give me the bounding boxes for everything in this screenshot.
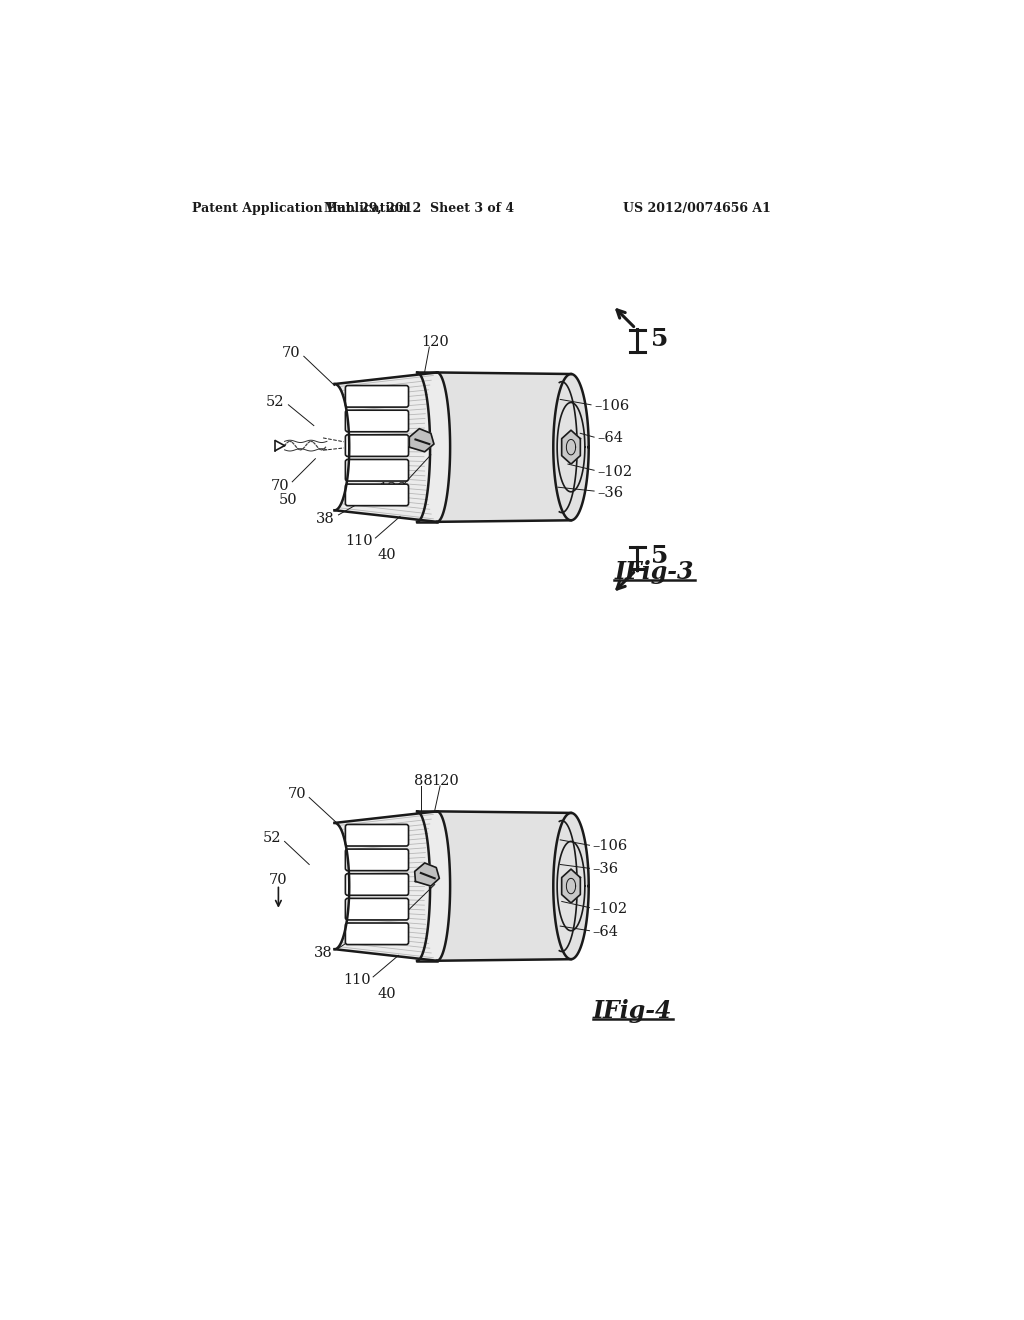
Text: –64: –64: [593, 925, 618, 940]
Text: IFig-4: IFig-4: [593, 999, 672, 1023]
Text: 40: 40: [378, 548, 396, 562]
Text: 50: 50: [279, 492, 298, 507]
FancyBboxPatch shape: [345, 899, 409, 920]
Text: –64: –64: [597, 430, 624, 445]
Text: 138: 138: [381, 908, 410, 923]
Text: Mar. 29, 2012  Sheet 3 of 4: Mar. 29, 2012 Sheet 3 of 4: [325, 202, 514, 215]
Text: 110: 110: [345, 535, 373, 548]
Polygon shape: [415, 863, 439, 886]
Polygon shape: [437, 812, 589, 961]
Text: –106: –106: [594, 399, 630, 413]
Text: 70: 70: [288, 788, 306, 801]
Text: 40: 40: [378, 987, 396, 1001]
Text: IFig-3: IFig-3: [614, 560, 693, 583]
FancyBboxPatch shape: [345, 849, 409, 871]
Text: 38: 38: [314, 946, 333, 960]
Text: –36: –36: [597, 486, 624, 499]
FancyBboxPatch shape: [345, 923, 409, 945]
Polygon shape: [562, 869, 581, 903]
Text: Patent Application Publication: Patent Application Publication: [193, 202, 408, 215]
Text: 5: 5: [651, 327, 669, 351]
Text: 70: 70: [270, 479, 289, 492]
Text: –36: –36: [593, 862, 618, 876]
Text: 70: 70: [269, 873, 288, 887]
Text: 52: 52: [266, 396, 285, 409]
Text: 110: 110: [343, 973, 371, 987]
FancyBboxPatch shape: [345, 484, 409, 506]
Text: 136: 136: [378, 482, 407, 496]
Polygon shape: [410, 429, 434, 451]
FancyBboxPatch shape: [345, 434, 409, 457]
Text: 38: 38: [315, 512, 335, 525]
Polygon shape: [335, 812, 451, 961]
Text: –102: –102: [593, 902, 628, 916]
Text: 120: 120: [421, 335, 449, 350]
Text: –102: –102: [597, 465, 632, 479]
FancyBboxPatch shape: [345, 825, 409, 846]
Polygon shape: [335, 372, 451, 521]
Text: 5: 5: [651, 544, 669, 569]
FancyBboxPatch shape: [345, 874, 409, 895]
Text: 88: 88: [414, 774, 432, 788]
FancyBboxPatch shape: [345, 385, 409, 407]
Polygon shape: [562, 430, 581, 465]
Text: 52: 52: [263, 832, 282, 845]
Text: 120: 120: [431, 775, 459, 788]
FancyBboxPatch shape: [345, 459, 409, 480]
Text: –106: –106: [593, 840, 628, 853]
FancyBboxPatch shape: [345, 411, 409, 432]
Polygon shape: [437, 372, 589, 521]
Text: 70: 70: [282, 346, 300, 360]
Text: US 2012/0074656 A1: US 2012/0074656 A1: [624, 202, 771, 215]
